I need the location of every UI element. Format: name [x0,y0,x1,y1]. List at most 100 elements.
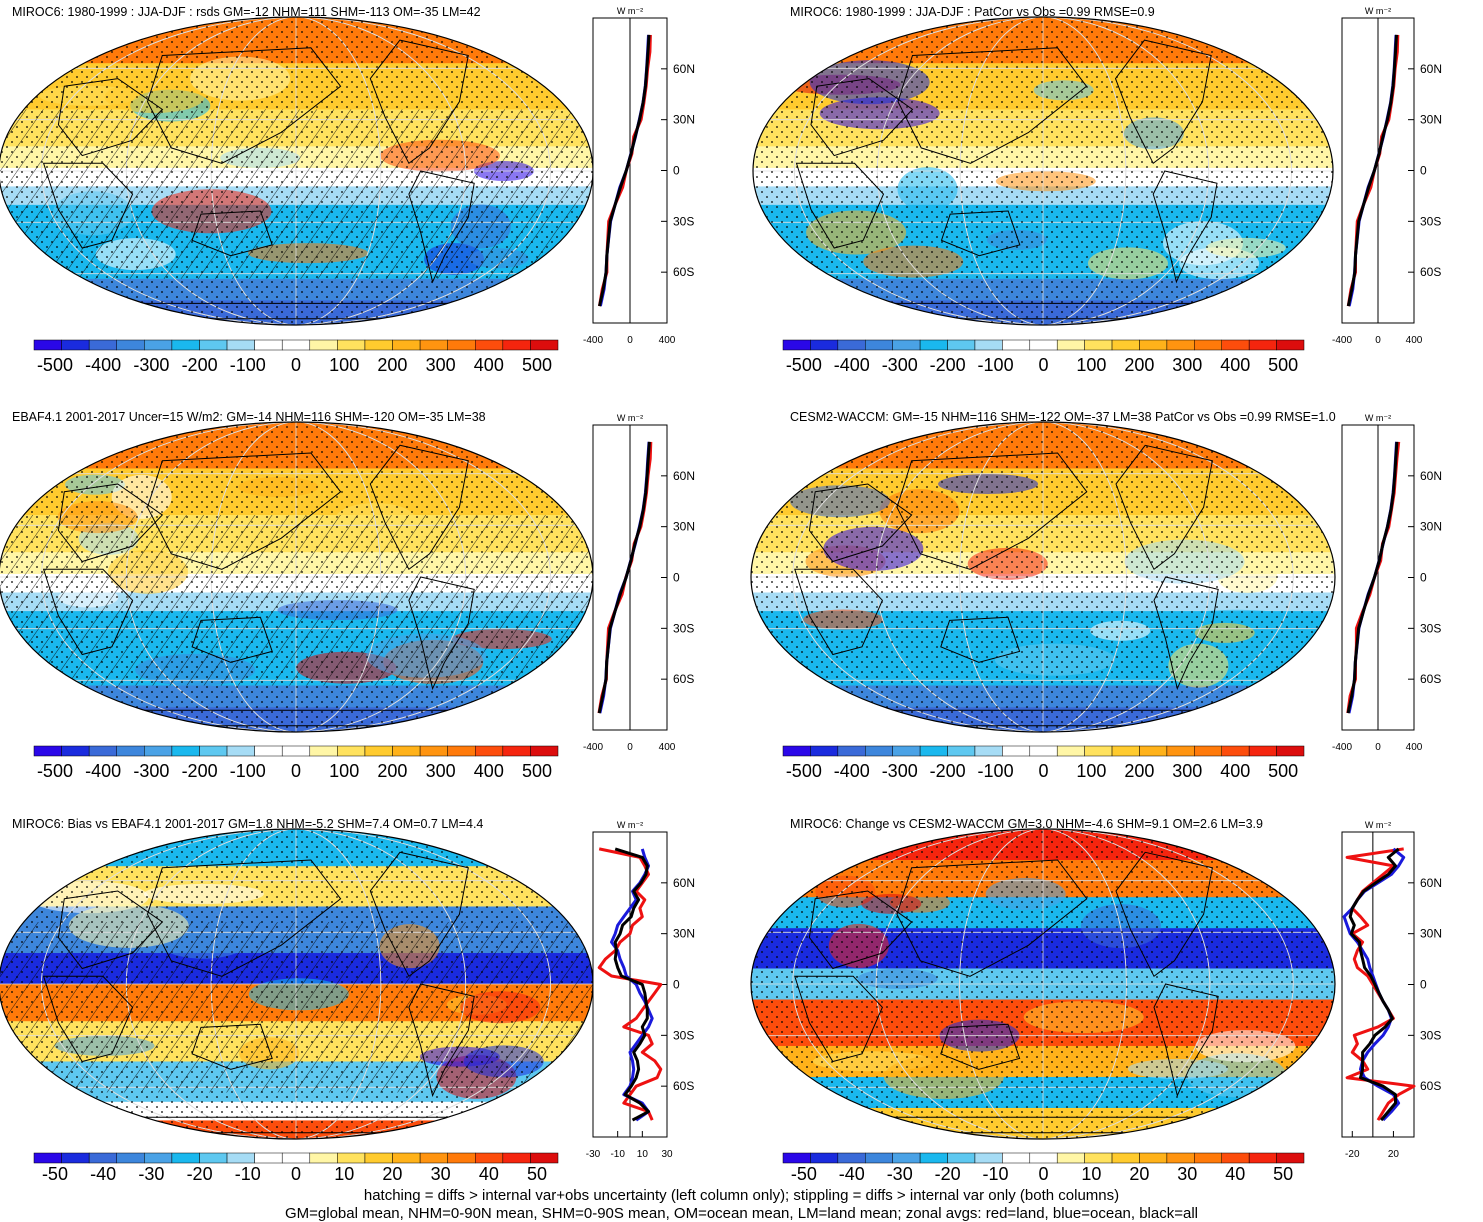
colorbar-tick-label: 400 [1220,355,1250,375]
colorbar-swatch [1194,1152,1222,1164]
coastline [896,452,1088,570]
colorbar-swatch [281,1152,311,1164]
map-field [751,829,1335,1139]
colorbar-swatch [144,745,173,757]
colorbar-swatch [947,745,976,757]
map-panel-4: CESM2-WACCM: GM=-15 NHM=116 SHM=-122 OM=… [750,410,1442,781]
colorbar-swatch [502,745,531,757]
coastline [57,890,164,970]
coastline [940,1023,1021,1070]
colorbar-tick-label: 0 [1038,761,1048,781]
colorbar-swatch [1002,745,1031,757]
zonal-mean-panel: W m⁻² 60N 30N 0 30S 60S -400 0 400 [583,6,695,346]
colorbar-tick-label: -30 [887,1164,913,1184]
map-panel-2: MIROC6: 1980-1999 : JJA-DJF : PatCor vs … [752,5,1442,375]
colorbar-swatch [281,745,311,757]
colorbar-swatch [116,339,145,351]
colorbar-tick-label: -200 [182,355,218,375]
colorbar-swatch [364,339,393,351]
zonal-lat-label: 60N [1420,876,1442,890]
colorbar-swatch [892,745,921,757]
zonal-lat-label: 60S [1420,265,1441,279]
colorbar-swatch [281,339,311,351]
colorbar-tick-label: 500 [522,355,552,375]
zonal-lat-label: 30N [673,113,695,127]
map-field [753,17,1333,325]
colorbar-swatch [475,1152,504,1164]
zonal-x-label: -400 [1332,742,1352,753]
coastline [897,47,1088,164]
coastline [795,162,885,249]
colorbar-tick-label: 20 [1129,1164,1149,1184]
zonal-lat-label: 30N [1420,113,1442,127]
colorbar-swatch [837,339,866,351]
colorbar-swatch [33,745,62,757]
colorbar-swatch [1002,339,1031,351]
coastline [408,576,475,691]
colorbar-tick-label: -50 [791,1164,817,1184]
zonal-x-label: 0 [1375,335,1381,346]
zonal-lat-label: 60N [1420,62,1442,76]
zonal-lat-label: 60S [1420,1079,1441,1093]
colorbar-swatch [837,745,866,757]
colorbar-tick-label: -300 [133,355,169,375]
colorbar-tick-label: -20 [187,1164,213,1184]
colorbar-swatch [392,1152,421,1164]
colorbar-swatch [530,745,559,757]
zonal-lat-label: 60N [673,469,695,483]
colorbar-tick-label: -400 [834,761,870,781]
zonal-mean-panel: W m⁻² 60N 30N 0 30S 60S -400 0 400 [1332,413,1442,753]
colorbar-swatch [1166,339,1195,351]
map-panel-3: EBAF4.1 2001-2017 Uncer=15 W/m2: GM=-14 … [0,410,695,781]
coastline [808,483,913,563]
colorbar-swatch [530,339,559,351]
colorbar-tick-label: -10 [983,1164,1009,1184]
colorbar-swatch [919,1152,948,1164]
zonal-x-label: -30 [586,1149,601,1160]
zonal-series-all [1348,847,1400,1122]
colorbar: -500 -400 -300 -200 -100 0 100 200 300 400 500 [782,745,1305,781]
panel-title: MIROC6: 1980-1999 : JJA-DJF : PatCor vs … [790,5,1155,19]
colorbar-swatch [171,745,200,757]
colorbar-swatch [337,745,366,757]
colorbar: -50 -40 -30 -20 -10 0 10 20 30 40 50 [782,1152,1305,1184]
colorbar-swatch [974,745,1003,757]
zonal-lat-label: 0 [1420,164,1427,178]
colorbar-tick-label: -400 [85,355,121,375]
zonal-x-label: -400 [1332,335,1352,346]
colorbar-swatch [865,745,893,757]
colorbar-swatch [226,339,255,351]
coastline [408,170,475,284]
zonal-lat-label: 30S [1420,214,1441,228]
zonal-x-label: -20 [1345,1149,1360,1160]
colorbar-tick-label: -300 [882,761,918,781]
colorbar: -50 -40 -30 -20 -10 0 10 20 30 40 50 [33,1152,559,1184]
colorbar-swatch [199,745,228,757]
zonal-series-all [613,847,650,1122]
colorbar-swatch [892,1152,921,1164]
map-field [0,422,593,732]
colorbar-swatch [33,339,62,351]
zonal-x-label: 20 [1388,1149,1400,1160]
coastline [42,975,134,1063]
map-field [751,422,1335,732]
colorbar-swatch [782,1152,811,1164]
coastline [794,568,883,656]
coastline [146,452,342,570]
coastline [369,39,469,165]
coastline [1115,851,1213,978]
zonal-mean-panel: W m⁻² 60N 30N 0 30S 60S -20 20 [1341,820,1442,1160]
colorbar-tick-label: 300 [1172,355,1202,375]
colorbar-swatch [502,339,531,351]
zonal-mean-panel: W m⁻² 60N 30N 0 30S 60S -30 -10 10 30 [586,820,695,1160]
colorbar-tick-label: -300 [133,761,169,781]
colorbar-swatch [1029,339,1058,351]
map-field [0,17,593,325]
colorbar-swatch [144,339,173,351]
colorbar-swatch [171,339,200,351]
coastline [191,1023,273,1070]
colorbar-swatch [865,1152,893,1164]
colorbar-swatch [447,1152,476,1164]
colorbar-swatch [1056,745,1085,757]
colorbar-swatch [1111,339,1140,351]
